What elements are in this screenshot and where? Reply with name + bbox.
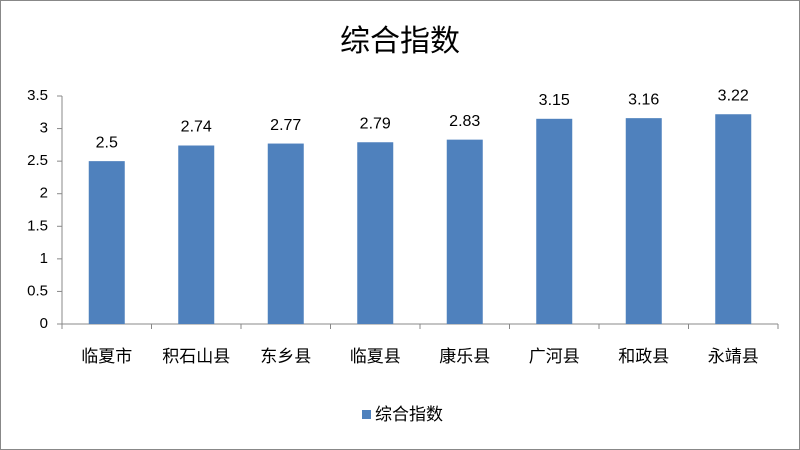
data-label: 2.83 (449, 113, 480, 130)
data-label: 3.15 (539, 92, 570, 109)
chart-title: 综合指数 (340, 25, 460, 58)
bar (536, 118, 573, 324)
y-tick-label: 2 (40, 185, 48, 202)
legend-label: 综合指数 (375, 405, 443, 424)
y-tick-label: 1 (40, 250, 48, 267)
y-tick-label: 0.5 (27, 282, 48, 299)
x-tick-label: 临夏县 (350, 347, 401, 366)
x-tick-label: 东乡县 (260, 347, 311, 366)
bar (357, 142, 394, 324)
data-label: 3.22 (718, 87, 749, 104)
data-label: 2.77 (270, 117, 301, 134)
bar (88, 161, 125, 324)
data-label: 3.16 (628, 91, 659, 108)
y-tick-label: 3.5 (27, 87, 48, 104)
x-tick-label: 永靖县 (708, 347, 759, 366)
data-label: 2.74 (181, 119, 212, 136)
y-tick-label: 3 (40, 120, 48, 137)
x-tick-label: 临夏市 (81, 347, 132, 366)
y-tick-label: 1.5 (27, 217, 48, 234)
data-label: 2.79 (360, 115, 391, 132)
x-tick-label: 和政县 (618, 347, 669, 366)
bar (715, 114, 752, 325)
bar (267, 143, 304, 324)
x-tick-label: 积石山县 (162, 347, 230, 366)
bar (625, 118, 662, 324)
x-tick-label: 康乐县 (439, 347, 490, 366)
bar (178, 145, 215, 324)
y-tick-label: 2.5 (27, 152, 48, 169)
data-label: 2.5 (96, 134, 118, 151)
bar (446, 139, 483, 324)
legend-marker (362, 410, 371, 419)
y-tick-label: 0 (40, 315, 48, 332)
x-tick-label: 广河县 (529, 347, 580, 366)
